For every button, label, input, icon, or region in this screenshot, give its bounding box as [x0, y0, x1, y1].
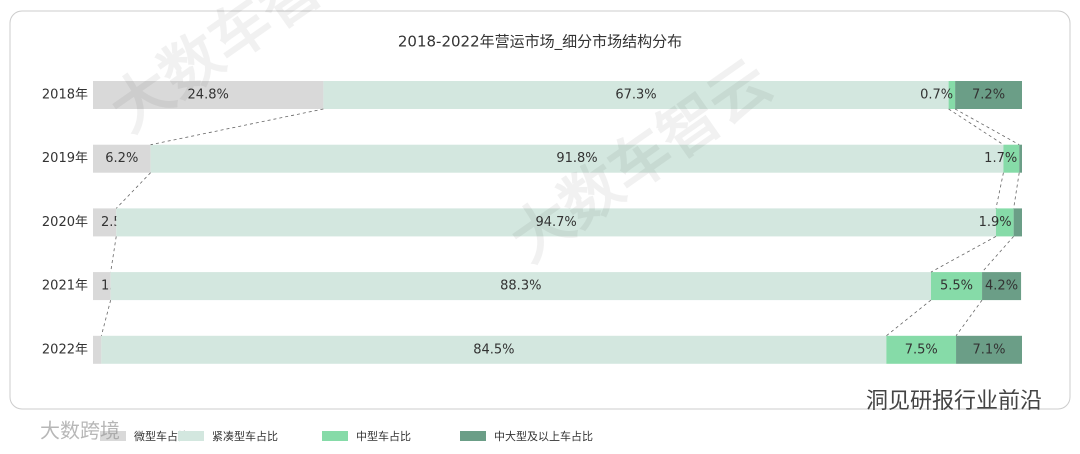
connector-line: [981, 236, 1014, 273]
connector-line: [930, 236, 997, 273]
bar-segment: [93, 272, 111, 301]
legend-label: 紧凑型车占比: [212, 429, 278, 443]
legend-swatch: [100, 431, 126, 441]
bar-segment: [1003, 144, 1020, 173]
data-label: 1.7%: [984, 151, 1017, 166]
bar-segment: [116, 208, 996, 237]
data-label: 67.3%: [615, 88, 656, 103]
connector-line: [948, 108, 1004, 146]
bar-segment: [93, 81, 324, 109]
y-tick-label: 2021年: [42, 279, 88, 294]
connector-line: [115, 172, 151, 209]
watermark: 洞见研报行业前沿: [866, 389, 1042, 414]
bar-segment: [955, 81, 1022, 109]
bar-segment: [93, 144, 151, 173]
data-label: 7.1%: [973, 342, 1006, 357]
data-label: 0.7%: [920, 88, 953, 103]
data-label: 4.2%: [985, 279, 1018, 294]
bar-segment: [93, 208, 117, 237]
data-label: 5.5%: [940, 279, 973, 294]
bar-segment: [930, 272, 983, 301]
legend-label: 微型车占比: [134, 429, 189, 443]
bar-segment: [886, 335, 957, 364]
connector-line: [995, 172, 1004, 209]
y-tick-label: 2020年: [42, 215, 88, 230]
data-label: 88.3%: [500, 279, 541, 294]
data-label: 6.2%: [105, 151, 138, 166]
data-label: 1.9%: [979, 215, 1012, 230]
connector-line: [1013, 172, 1020, 209]
data-label: 94.7%: [535, 215, 576, 230]
legend-swatch: [178, 431, 204, 441]
watermark: 大数跨境: [40, 419, 120, 443]
bar-segment: [982, 272, 1022, 301]
legend-label: 中大型及以上车占比: [494, 429, 593, 443]
data-label: 24.8%: [188, 88, 229, 103]
bar-segment: [93, 335, 102, 364]
bar-segment: [101, 335, 887, 364]
bar-segment: [1019, 144, 1022, 173]
bar-segment: [110, 272, 931, 301]
data-label: 7.2%: [972, 88, 1005, 103]
data-label: 91.8%: [556, 151, 597, 166]
legend-swatch: [322, 431, 348, 441]
bar-segment: [323, 81, 949, 109]
bar-segment: [995, 208, 1014, 237]
y-tick-label: 2022年: [42, 342, 88, 357]
connector-line: [110, 236, 117, 273]
y-tick-label: 2019年: [42, 151, 88, 166]
connector-line: [955, 299, 983, 337]
chart-title: 2018-2022年营运市场_细分市场结构分布: [398, 33, 682, 52]
bar-segment: [956, 335, 1022, 364]
legend-label: 中型车占比: [356, 429, 411, 443]
bar-segment: [1013, 208, 1022, 237]
bar-segment: [150, 144, 1004, 173]
bar-segment: [948, 81, 956, 109]
data-label: 84.5%: [473, 342, 514, 357]
y-tick-label: 2018年: [42, 88, 88, 103]
connector-line: [100, 299, 112, 336]
data-label: 7.5%: [905, 342, 938, 357]
connector-line: [954, 108, 1020, 146]
legend-swatch: [460, 431, 486, 441]
